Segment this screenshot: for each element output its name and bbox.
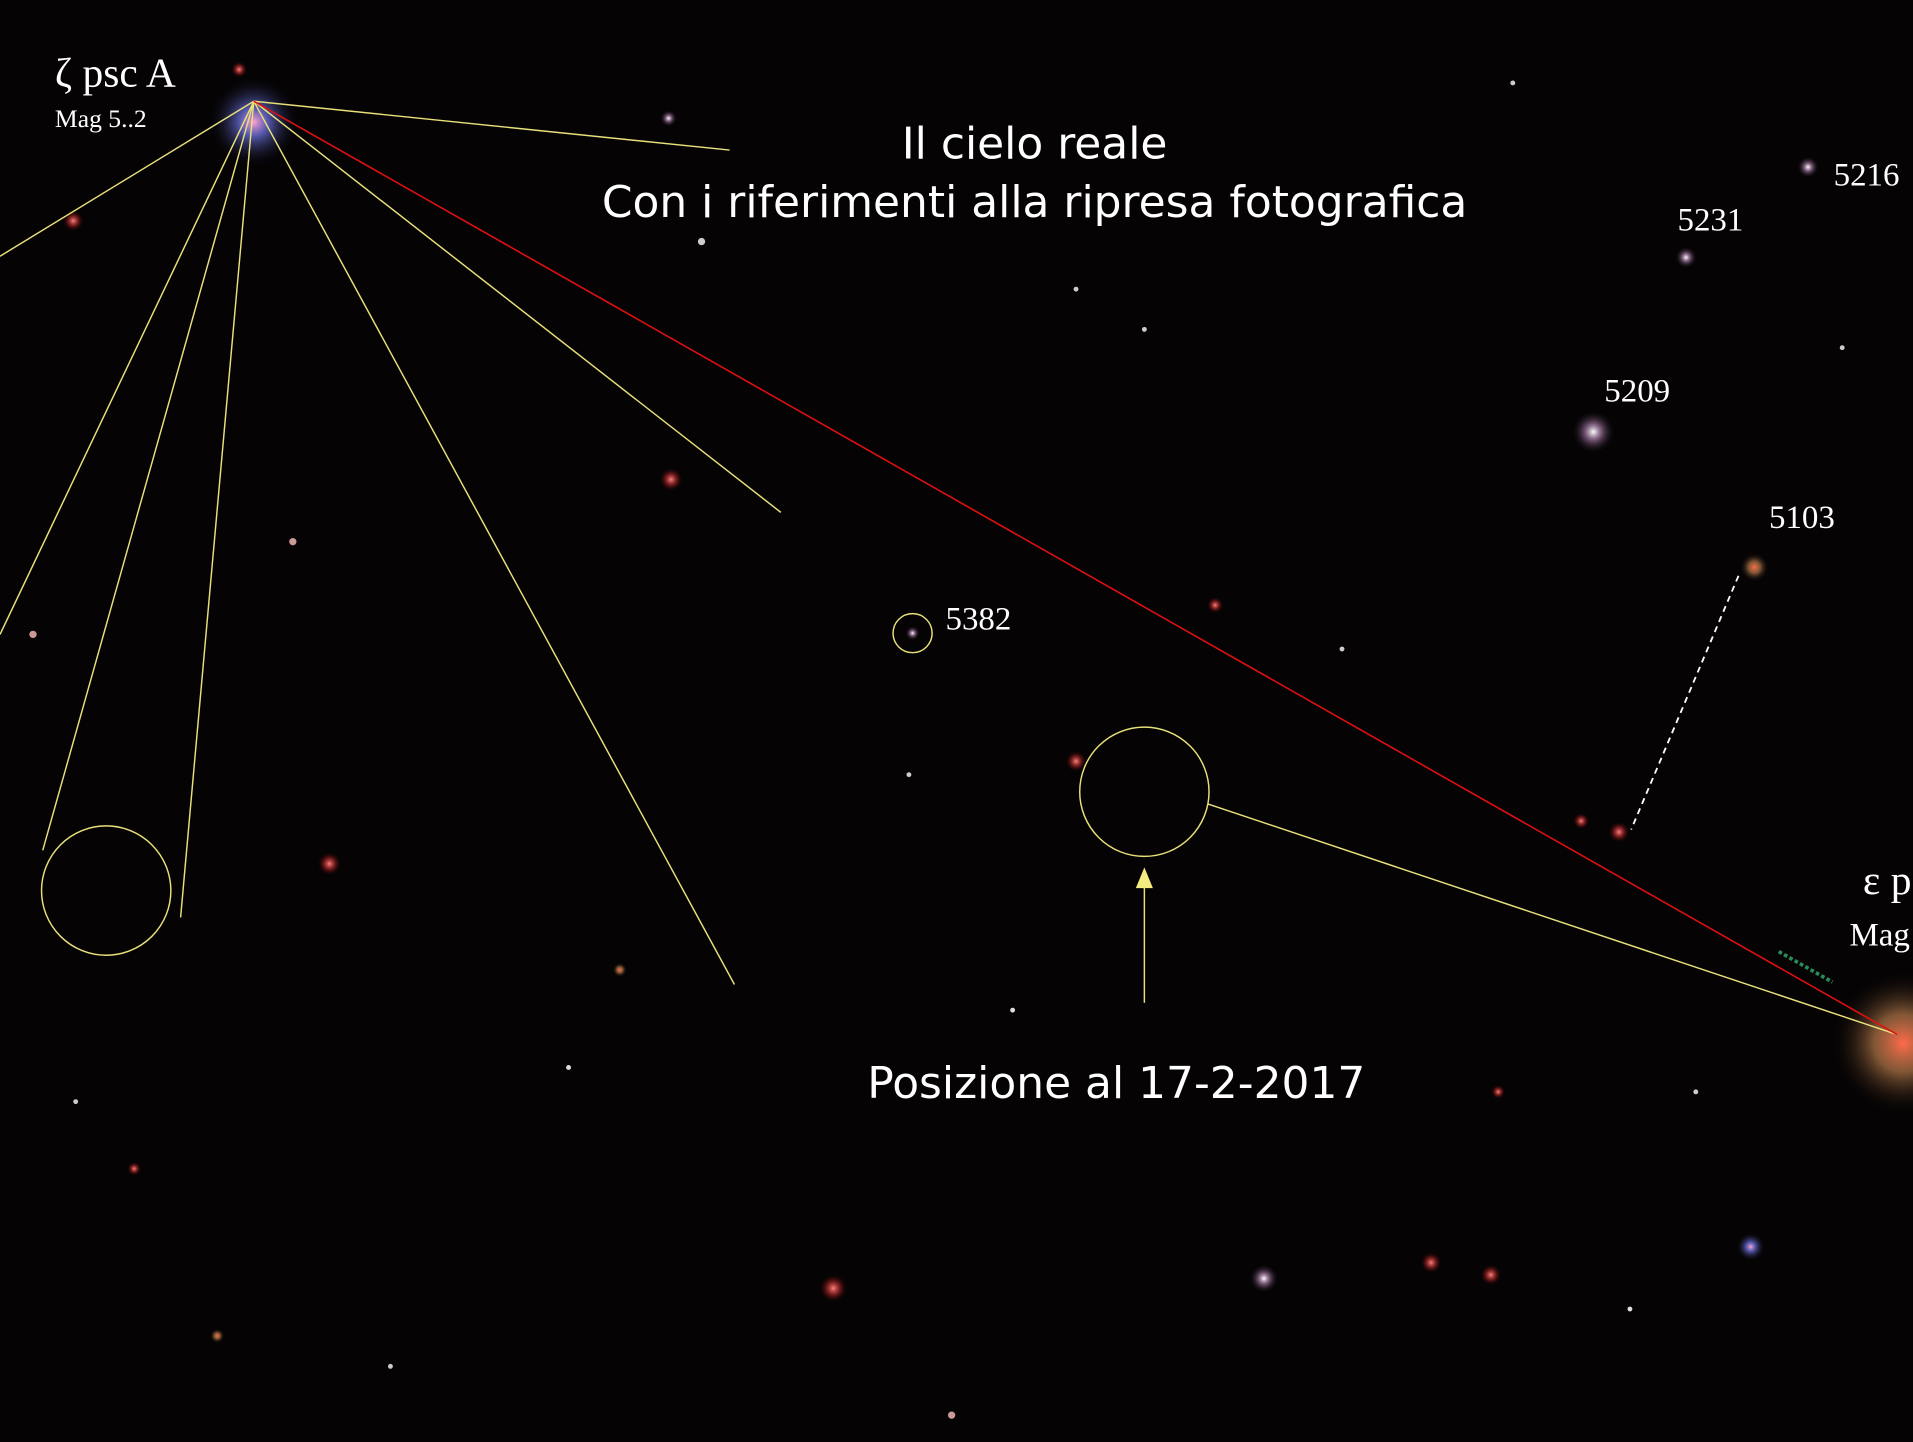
star xyxy=(660,110,677,127)
star-label: 5209 xyxy=(1604,373,1670,409)
star xyxy=(1491,1085,1506,1100)
star-magnitude: Mag xyxy=(1850,917,1910,953)
star-label: 5231 xyxy=(1678,203,1744,239)
position-label: Posizione al 17-2-2017 xyxy=(867,1058,1365,1109)
star-label: 5216 xyxy=(1834,157,1900,193)
star xyxy=(1010,1008,1015,1013)
star xyxy=(231,61,248,78)
star xyxy=(1608,821,1630,843)
star xyxy=(948,1412,955,1419)
star xyxy=(127,1161,142,1176)
star xyxy=(1142,327,1147,332)
title-line: Il cielo reale xyxy=(902,119,1168,170)
star xyxy=(1420,1252,1442,1274)
star xyxy=(388,1364,393,1369)
star xyxy=(62,210,84,232)
star xyxy=(1797,156,1819,178)
star xyxy=(1207,597,1224,614)
star-magnitude: Mag 5..2 xyxy=(55,104,147,133)
sky-image: Il cielo reale Con i riferimenti alla ri… xyxy=(0,0,1913,1442)
star xyxy=(210,1329,225,1344)
star xyxy=(698,238,705,245)
star xyxy=(1340,647,1345,652)
star xyxy=(73,1099,78,1104)
star xyxy=(905,626,920,641)
page: Il cielo reale Con i riferimenti alla ri… xyxy=(0,0,1913,1442)
star-name: ε p xyxy=(1863,857,1912,903)
star-label: 5103 xyxy=(1769,500,1835,536)
star xyxy=(1074,287,1079,292)
star xyxy=(1627,1307,1632,1312)
star xyxy=(659,467,683,491)
star xyxy=(1693,1089,1698,1094)
star xyxy=(1736,1232,1765,1261)
star xyxy=(1480,1264,1502,1286)
star xyxy=(289,538,296,545)
star-name: ζ psc A xyxy=(55,50,176,96)
star xyxy=(1573,812,1590,829)
star xyxy=(1571,410,1615,454)
star xyxy=(612,963,627,978)
star xyxy=(566,1065,571,1070)
star xyxy=(207,76,300,169)
star xyxy=(819,1274,848,1303)
star xyxy=(1840,345,1845,350)
star xyxy=(1249,1264,1278,1293)
star-label: 5382 xyxy=(946,602,1012,638)
star xyxy=(1740,553,1769,582)
star xyxy=(317,852,341,876)
star xyxy=(1675,246,1697,268)
star xyxy=(1510,81,1515,86)
star xyxy=(906,772,911,777)
star xyxy=(29,631,36,638)
title-line: Con i riferimenti alla ripresa fotografi… xyxy=(602,177,1467,228)
